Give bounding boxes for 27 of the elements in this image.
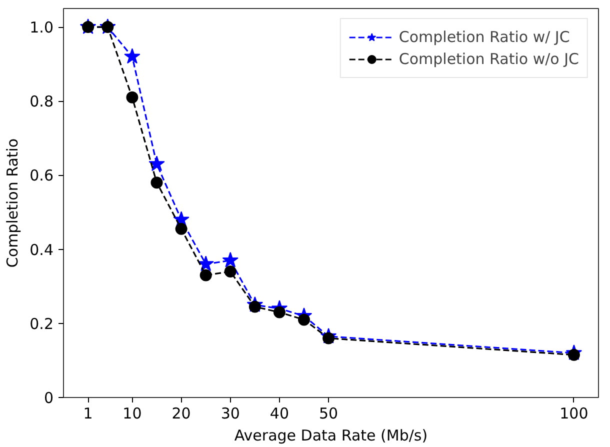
x-tick-label: 1 [83, 404, 93, 422]
y-tick-label: 0.6 [30, 166, 54, 185]
x-tick-label: 20 [172, 404, 191, 422]
x-tick-label: 100 [560, 404, 588, 422]
point [224, 266, 236, 278]
y-tick-label: 0.8 [30, 92, 54, 111]
point [124, 48, 140, 64]
x-tick-label: 40 [270, 404, 290, 422]
y-axis-title: Completion Ratio [4, 138, 22, 268]
y-tick-label: 0.4 [30, 240, 54, 259]
legend-label: Completion Ratio w/o JC [398, 50, 579, 68]
y-tick-label: 1.0 [30, 18, 54, 37]
x-tick-label: 50 [319, 404, 338, 422]
x-tick-label: 30 [220, 404, 240, 422]
point [150, 176, 163, 189]
x-tick-label: 10 [122, 404, 142, 422]
point [175, 222, 188, 235]
legend-label: Completion Ratio w/ JC [398, 28, 570, 46]
y-tick-label: 0 [44, 389, 54, 407]
x-axis-title: Average Data Rate (Mb/s) [234, 426, 428, 444]
y-tick-label: 0.2 [30, 314, 54, 333]
point [200, 269, 212, 282]
point [198, 256, 214, 272]
point [148, 156, 165, 172]
point [298, 314, 310, 326]
point [126, 91, 138, 104]
point [222, 252, 238, 268]
